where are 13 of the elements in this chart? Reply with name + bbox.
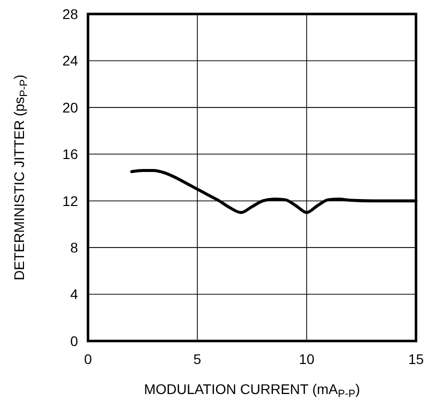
- y-tick-label: 4: [70, 286, 78, 302]
- y-tick-label: 24: [62, 52, 78, 69]
- y-tick-label: 8: [70, 239, 78, 256]
- y-tick-label: 0: [70, 332, 78, 349]
- x-axis-title: MODULATION CURRENT (mA$_{P-P}$): [144, 381, 360, 400]
- y-tick-label: 12: [62, 192, 78, 209]
- x-tick-label: 15: [408, 351, 424, 367]
- y-tick-label: 28: [62, 6, 78, 22]
- y-tick-label: 20: [62, 99, 78, 116]
- y-tick-label: 16: [62, 146, 78, 162]
- x-tick-label: 5: [193, 351, 202, 367]
- x-tick-label: 0: [84, 351, 92, 367]
- x-tick-label: 10: [298, 351, 315, 367]
